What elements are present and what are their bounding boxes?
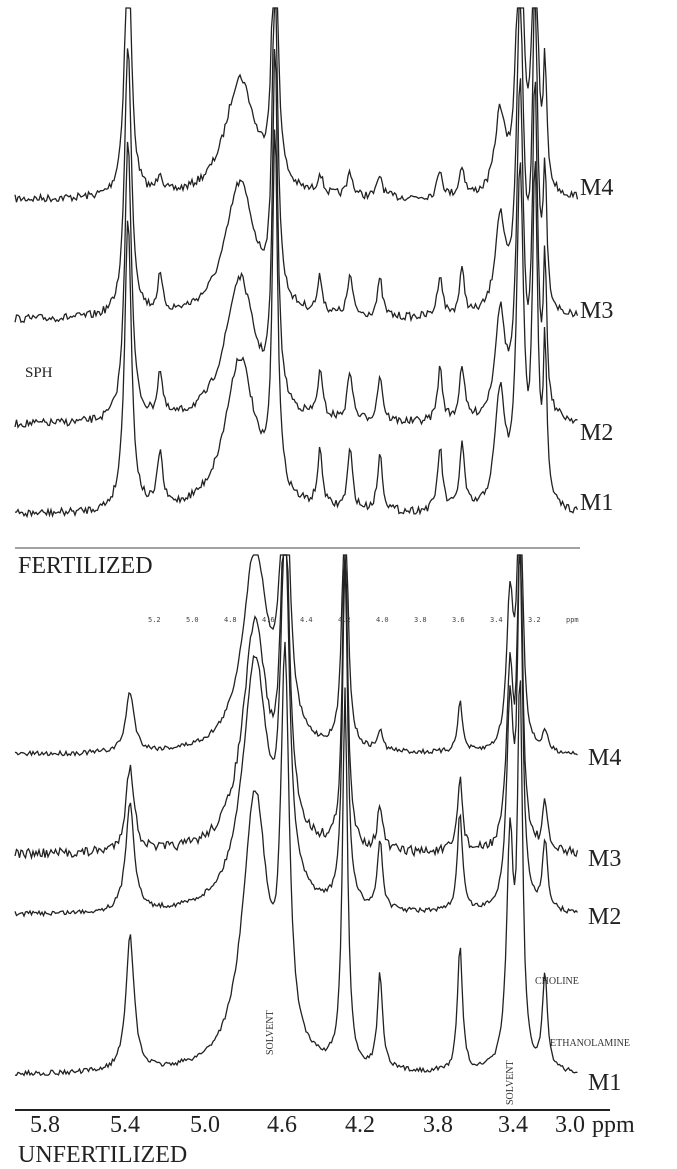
spectrum-trace	[14, 49, 578, 429]
inner-tick-label: 3.8	[414, 616, 427, 624]
annotation: SOLVENT	[265, 1010, 276, 1055]
x-tick-label: 4.6	[267, 1112, 297, 1138]
inner-tick-label: 4.2	[338, 616, 351, 624]
trace-label: M1	[580, 490, 613, 516]
trace-label: M2	[588, 904, 621, 930]
x-tick-label: 3.8	[423, 1112, 453, 1138]
inner-tick-label: 5.0	[186, 616, 199, 624]
inner-tick-label: 3.4	[490, 616, 503, 624]
spectrum-trace	[14, 7, 579, 203]
trace-label: M3	[588, 846, 621, 872]
inner-tick-label: 5.2	[148, 616, 161, 624]
annotation: SPH	[25, 365, 53, 381]
inner-tick-label: ppm	[566, 616, 579, 624]
inner-tick-label: 4.6	[262, 616, 275, 624]
panel-label: UNFERTILIZED	[18, 1142, 187, 1168]
inner-tick-label: 3.6	[452, 616, 465, 624]
x-tick-label: 3.4	[498, 1112, 528, 1138]
trace-label: M1	[588, 1070, 621, 1096]
panel-label: FERTILIZED	[18, 553, 153, 579]
spectrum-trace	[14, 7, 579, 324]
inner-tick-label: 4.4	[300, 616, 313, 624]
annotation: ETHANOLAMINE	[550, 1038, 630, 1049]
x-tick-label: 5.0	[190, 1112, 220, 1138]
trace-label: M3	[580, 298, 613, 324]
trace-label: M2	[580, 420, 613, 446]
spectrum-trace	[14, 641, 578, 1077]
spectrum-trace	[14, 554, 578, 757]
x-tick-label: 5.8	[30, 1112, 60, 1138]
axis-unit: ppm	[592, 1112, 635, 1138]
inner-tick-label: 3.2	[528, 616, 541, 624]
spectrum-trace	[14, 554, 578, 918]
trace-label: M4	[588, 745, 621, 771]
inner-tick-label: 4.0	[376, 616, 389, 624]
spectrum-trace	[14, 554, 579, 861]
x-tick-label: 5.4	[110, 1112, 140, 1138]
x-tick-label: 4.2	[345, 1112, 375, 1138]
spectrum-trace	[14, 129, 579, 519]
annotation: CHOLINE	[535, 976, 579, 987]
annotation: SOLVENT	[505, 1060, 516, 1105]
inner-tick-label: 4.8	[224, 616, 237, 624]
trace-label: M4	[580, 175, 613, 201]
x-tick-label: 3.0	[555, 1112, 585, 1138]
